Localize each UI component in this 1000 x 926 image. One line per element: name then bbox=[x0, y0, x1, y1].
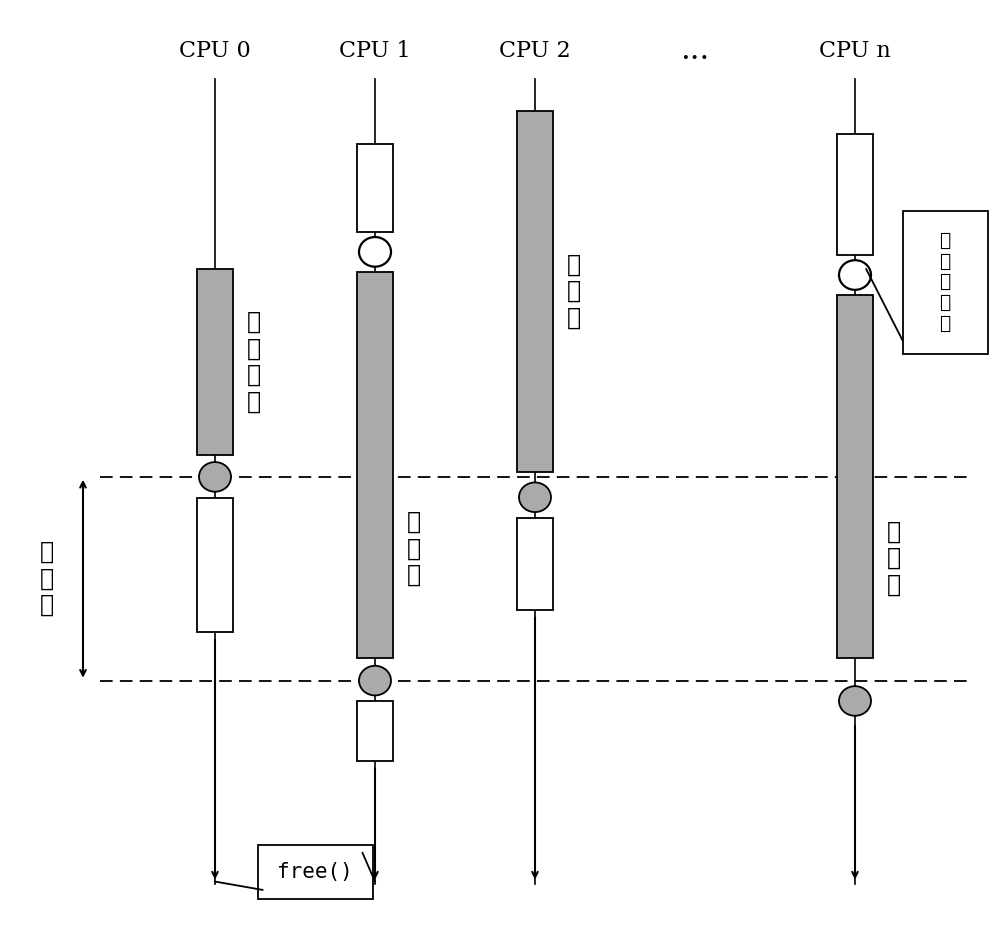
Text: ...: ... bbox=[680, 35, 710, 67]
Bar bbox=[357, 144, 393, 232]
Bar bbox=[902, 210, 988, 355]
Bar bbox=[517, 518, 553, 610]
Text: CPU 2: CPU 2 bbox=[499, 40, 571, 62]
Circle shape bbox=[359, 666, 391, 695]
Text: 读
线
程: 读 线 程 bbox=[567, 254, 581, 330]
Text: 上
下
文
切
换: 上 下 文 切 换 bbox=[939, 232, 951, 333]
Bar bbox=[258, 845, 372, 899]
Bar bbox=[837, 134, 873, 255]
Bar bbox=[357, 701, 393, 761]
Bar bbox=[197, 498, 233, 632]
Text: 宽
限
期: 宽 限 期 bbox=[40, 541, 54, 617]
Bar bbox=[357, 272, 393, 658]
Text: 读
线
程: 读 线 程 bbox=[407, 511, 421, 587]
Text: free(): free() bbox=[277, 862, 353, 882]
Circle shape bbox=[199, 462, 231, 492]
Circle shape bbox=[519, 482, 551, 512]
Text: CPU 1: CPU 1 bbox=[339, 40, 411, 62]
Text: CPU 0: CPU 0 bbox=[179, 40, 251, 62]
Text: CPU n: CPU n bbox=[819, 40, 891, 62]
Text: 读
线
程: 读 线 程 bbox=[887, 520, 901, 596]
Circle shape bbox=[839, 260, 871, 290]
Circle shape bbox=[359, 237, 391, 267]
Bar bbox=[197, 269, 233, 455]
Circle shape bbox=[839, 686, 871, 716]
Bar bbox=[517, 111, 553, 472]
Bar bbox=[837, 295, 873, 658]
Text: 更
新
线
程: 更 新 线 程 bbox=[247, 310, 261, 414]
